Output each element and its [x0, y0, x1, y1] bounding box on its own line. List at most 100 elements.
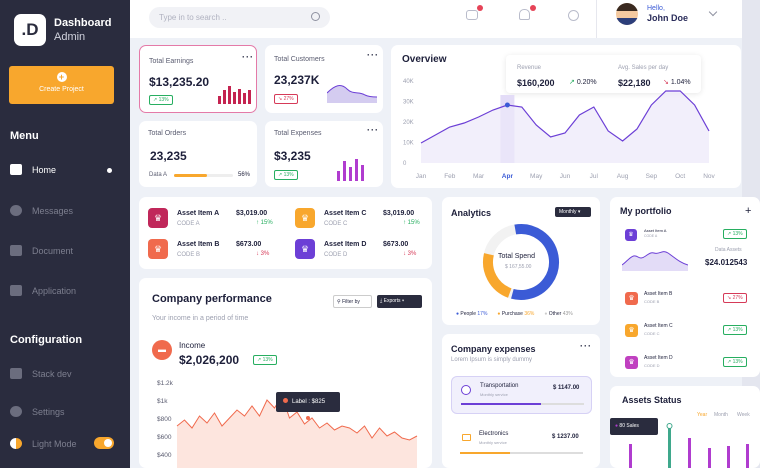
- asset-icon: ♛: [625, 324, 638, 337]
- income-label: Income: [179, 341, 206, 350]
- nav-application[interactable]: Application: [10, 285, 76, 296]
- nav-stack-dev[interactable]: Stack dev: [10, 368, 72, 379]
- asset-pct: ↑ 15%: [256, 220, 273, 226]
- config-title: Configuration: [10, 334, 83, 346]
- asset-icon: ♛: [295, 239, 315, 259]
- expenses-title: Company expenses: [451, 344, 536, 354]
- orders-progress: [174, 174, 233, 177]
- light-mode-toggle[interactable]: [94, 437, 114, 449]
- nav-home[interactable]: Home: [10, 164, 56, 175]
- asset-code: CODE A: [177, 221, 200, 227]
- expenses-bars: [337, 159, 364, 181]
- more-icon[interactable]: ···: [580, 341, 592, 351]
- nav-light-mode[interactable]: Light Mode: [10, 438, 77, 449]
- asset-name: Asset Item B: [177, 241, 220, 248]
- total-expenses-card[interactable]: Total Expenses ··· $3,235 ↗ 13%: [265, 121, 383, 187]
- crown-icon: ♛: [625, 229, 637, 241]
- asset-item[interactable]: ♛ Asset Item C CODE C $3,019.00 ↑ 15%: [295, 208, 431, 232]
- portfolio-item-pct: ↗ 13%: [723, 357, 747, 367]
- asset-pct: ↓ 3%: [256, 251, 270, 257]
- overview-chart: 40K 30K 20K 10K 0 Jan Feb Mar Apr May Jun Jul Aug Sep…: [403, 79, 716, 180]
- asset-pct: ↓ 3%: [403, 251, 417, 257]
- company-subtitle: Your income in a period of time: [152, 315, 249, 322]
- earnings-value: $13,235.20: [149, 75, 210, 89]
- asset-value: $3,019.00: [236, 210, 268, 217]
- status-tooltip: ● 80 Sales: [610, 418, 658, 435]
- tab-week[interactable]: Week: [737, 412, 750, 418]
- overview-card: Overview Revenue $160,200 ↗ 0.20% Avg. S…: [391, 45, 741, 188]
- bell-icon[interactable]: [519, 9, 530, 20]
- portfolio-item-code: CODE B: [644, 299, 660, 304]
- orders-value: 23,235: [150, 149, 187, 163]
- location-icon: [461, 385, 471, 395]
- asset-item[interactable]: ♛ Asset Item A CODE A $3,019.00 ↑ 15%: [148, 208, 284, 232]
- tab-month[interactable]: Month: [714, 412, 728, 418]
- y-tick: $800: [157, 416, 172, 423]
- brand-subtitle: Admin: [54, 31, 86, 43]
- filter-button[interactable]: ⚲ Filter by: [333, 295, 372, 308]
- overview-line: [420, 90, 710, 144]
- expense-item-electronics[interactable]: Electronics Monthly service $ 1237.00: [451, 426, 592, 462]
- divider: [596, 0, 597, 38]
- create-project-button[interactable]: + Create Project: [9, 66, 114, 104]
- avatar[interactable]: [616, 3, 638, 25]
- asset-value: $3,019.00: [383, 210, 415, 217]
- add-icon[interactable]: +: [745, 205, 752, 217]
- gear-icon[interactable]: [568, 10, 579, 21]
- y-tick: $600: [157, 434, 172, 441]
- income-badge: ↗ 13%: [253, 355, 277, 365]
- portfolio-item-name: Asset Item D: [644, 355, 673, 361]
- expenses-value: $3,235: [274, 149, 311, 163]
- brand-title: Dashboard: [54, 17, 112, 29]
- export-button[interactable]: ⤓ Exports ▾: [377, 295, 422, 308]
- y-tick: $1.2k: [157, 380, 174, 387]
- asset-item[interactable]: ♛ Asset Item D CODE D $673.00 ↓ 3%: [295, 239, 431, 263]
- asset-item[interactable]: ♛ Asset Item B CODE B $673.00 ↓ 3%: [148, 239, 284, 263]
- expense-item-transportation[interactable]: Transportation Monthly service $ 1147.00: [451, 376, 592, 414]
- more-icon[interactable]: ···: [242, 52, 254, 62]
- x-tick: Oct: [675, 173, 685, 180]
- asset-name: Asset Item C: [324, 210, 367, 217]
- analytics-card: Analytics Monthly ▾ Total Spend $ 167,55…: [442, 197, 600, 325]
- message-icon: [10, 205, 22, 216]
- total-customers-card[interactable]: Total Customers ··· 23,237K ↘ 27%: [265, 45, 383, 113]
- nav-messages[interactable]: Messages: [10, 205, 73, 216]
- nav-settings[interactable]: Settings: [10, 406, 65, 417]
- total-orders-card[interactable]: Total Orders 23,235 Data A 56%: [139, 121, 257, 187]
- stack-icon: [10, 368, 22, 379]
- document-icon: [10, 245, 22, 256]
- portfolio-item-pct: ↘ 27%: [723, 293, 747, 303]
- tab-year[interactable]: Year: [697, 412, 708, 418]
- analytics-legend: ● People 17% ● Purchase 36% ● Other 43%: [456, 311, 573, 317]
- portfolio-item-pct: ↗ 13%: [723, 325, 747, 335]
- customers-value: 23,237K: [274, 73, 320, 87]
- x-tick: Jan: [416, 173, 427, 180]
- portfolio-item[interactable]: ♛ Asset Item C CODE C ↗ 13%: [625, 321, 753, 341]
- analytics-filter[interactable]: Monthly ▾: [555, 207, 591, 217]
- income-icon: ▬: [152, 340, 172, 360]
- chat-badge: [477, 5, 483, 11]
- chat-icon[interactable]: [466, 10, 478, 20]
- company-performance-card: Company performance ⚲ Filter by ⤓ Export…: [139, 278, 432, 468]
- nav-document[interactable]: Document: [10, 245, 73, 256]
- total-earnings-card[interactable]: Total Earnings ··· $13,235.20 ↗ 13%: [139, 45, 257, 113]
- portfolio-value: $24.012543: [705, 258, 748, 267]
- portfolio-card: My portfolio + ♛ Asset Item A CODE A ↗ 1…: [610, 197, 760, 377]
- asset-code: CODE D: [324, 252, 348, 258]
- asset-name: Asset Item D: [324, 241, 367, 248]
- income-area: [177, 396, 417, 468]
- asset-value: $673.00: [383, 241, 409, 248]
- x-tick: Jun: [560, 173, 571, 180]
- portfolio-item[interactable]: ♛ Asset Item B CODE B ↘ 27%: [625, 289, 753, 309]
- y-tick: 0: [403, 161, 407, 167]
- income-value: $2,026,200: [179, 353, 240, 367]
- search-input[interactable]: Type in to search ..: [149, 7, 330, 28]
- user-greeting: Hello,: [647, 5, 665, 12]
- assets-status-card: Assets Status Year Month Week ● 80 Sales: [610, 386, 760, 468]
- more-icon[interactable]: ···: [367, 50, 379, 60]
- x-tick: Apr: [502, 173, 514, 180]
- portfolio-item[interactable]: ♛ Asset Item D CODE D ↗ 13%: [625, 353, 753, 373]
- more-icon[interactable]: ···: [367, 125, 379, 135]
- y-tick: 20K: [403, 120, 414, 126]
- y-tick: $400: [157, 452, 172, 459]
